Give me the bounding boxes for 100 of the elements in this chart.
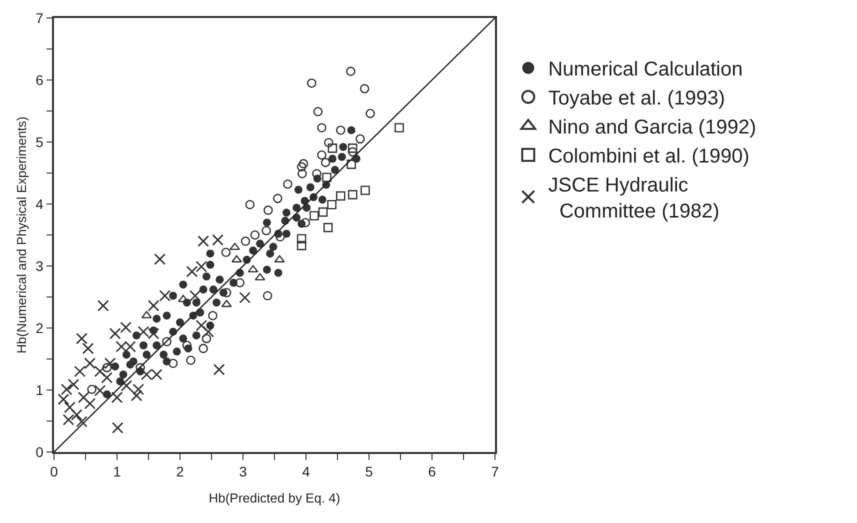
point [196,320,208,332]
point [221,248,231,258]
point [198,344,208,354]
point [109,328,121,340]
point [283,180,292,189]
point [320,158,330,168]
point [58,394,70,406]
legend-label: Numerical Calculation [548,58,743,81]
x-tick-label: 7 [491,464,500,480]
point [296,162,306,172]
point [70,409,82,421]
y-tick-label: 4 [36,196,44,212]
y-axis-title: Hb(Numerical and Physical Experiments) [14,116,30,354]
point [360,84,370,94]
point [310,211,319,220]
point [239,292,251,304]
point [313,106,323,116]
point [366,108,375,118]
point [327,200,336,210]
point [198,235,210,247]
point [264,206,273,215]
point [162,336,172,346]
point [348,190,358,200]
legend-label: Toyabe et al. (1993) [548,88,726,110]
point [336,126,346,135]
point [356,134,365,144]
point [76,332,88,344]
point [94,384,106,396]
y-tick-label: 3 [36,258,44,274]
legend-label: JSCE Hydraulic Committee (1982) [548,174,720,223]
y-tick-label: 5 [36,134,44,150]
legend-label: Nino and Garcia (1992) [548,116,756,139]
point [317,123,326,132]
point [141,310,152,318]
point [202,326,214,338]
y-tick-label: 6 [36,72,44,88]
point [132,384,144,396]
point [273,194,282,204]
point [148,300,160,312]
point [84,358,96,370]
point [336,191,346,201]
point [262,226,271,236]
point [82,342,94,354]
point [120,380,132,392]
point [186,356,196,365]
point [240,236,250,246]
point [317,150,326,160]
point [245,200,255,210]
point [104,358,116,370]
point [74,366,86,378]
x-axis-title: Hb(Predicted by Eq. 4) [208,490,340,506]
x-tick-label: 1 [113,464,122,480]
y-tick-label: 2 [36,320,44,336]
point [298,159,308,168]
point [221,300,232,308]
point [250,230,260,240]
x-tick-label: 5 [365,464,374,480]
point [307,78,316,88]
point [296,240,306,250]
point [97,300,109,312]
point [130,390,142,402]
y-tick-label: 1 [36,382,44,398]
point [323,222,333,232]
point [189,290,201,302]
x-tick-label: 0 [50,464,58,480]
point [94,366,106,378]
x-tick-label: 3 [239,464,248,480]
point [76,416,88,428]
point [168,358,178,368]
point [346,66,356,76]
point [112,422,124,434]
point [186,266,198,278]
point [262,291,272,300]
point [78,392,90,404]
point [154,253,166,265]
point [318,207,328,217]
x-tick-label: 6 [428,464,436,480]
point [298,168,307,178]
point [212,234,224,246]
point [360,186,370,196]
point [62,414,74,426]
y-tick-label: 0 [36,444,44,460]
point [101,372,113,384]
point [348,144,358,153]
point [213,364,225,376]
point [68,378,80,390]
x-tick-label: 4 [302,464,310,480]
point [102,363,112,372]
point [120,322,132,334]
point [322,172,332,182]
point [394,123,404,132]
point [328,144,338,153]
legend-label: Colombini et al. (1990) [548,146,750,168]
y-tick-label: 7 [36,10,44,26]
point [196,260,208,272]
point [230,242,240,250]
point [324,138,334,148]
point [159,290,171,302]
point [202,334,212,344]
point [60,384,72,396]
